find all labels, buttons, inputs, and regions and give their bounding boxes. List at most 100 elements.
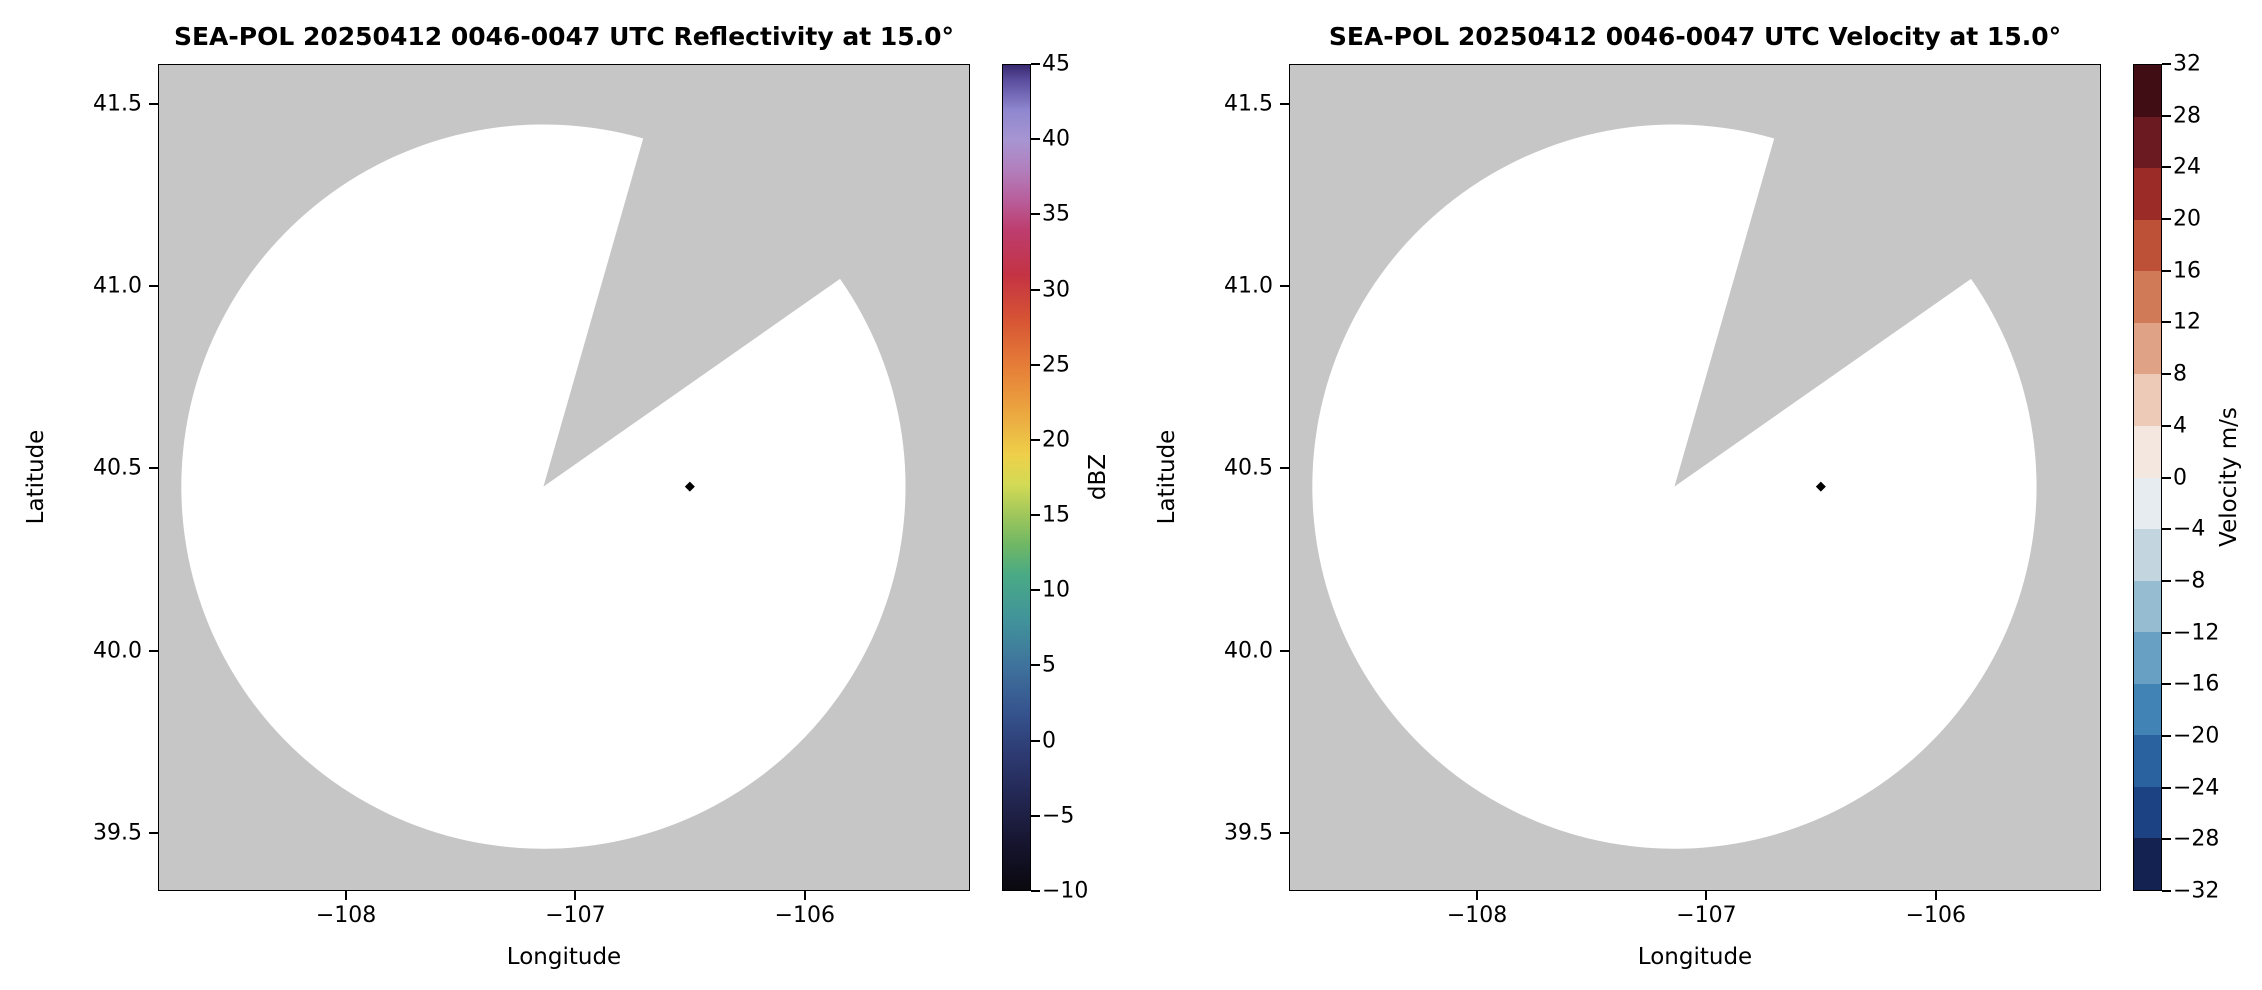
colorbar-segment bbox=[2134, 322, 2161, 375]
y-tick-label: 40.0 bbox=[93, 638, 142, 664]
colorbar-tick-label: 20 bbox=[2173, 206, 2201, 232]
colorbar-segment bbox=[2134, 425, 2161, 478]
colorbar-tick-label: 12 bbox=[2173, 309, 2201, 335]
colorbar-segment bbox=[2134, 838, 2161, 890]
colorbar-segment bbox=[2134, 529, 2161, 581]
colorbar-tick-label: 15 bbox=[1042, 502, 1070, 528]
colorbar-tick-mark bbox=[1031, 438, 1040, 441]
scan-coverage-area bbox=[181, 124, 906, 849]
x-tick-mark bbox=[345, 891, 348, 900]
x-tick-label: −107 bbox=[1676, 903, 1737, 928]
plot-title: SEA-POL 20250412 0046-0047 UTC Reflectiv… bbox=[173, 22, 955, 51]
colorbar-tick-mark bbox=[2162, 631, 2171, 634]
plot-title: SEA-POL 20250412 0046-0047 UTC Velocity … bbox=[1328, 22, 2062, 51]
y-tick-mark bbox=[1280, 285, 1289, 288]
velocity-panel: SEA-POL 20250412 0046-0047 UTC Velocity … bbox=[1131, 0, 2262, 990]
x-tick-label: −106 bbox=[774, 903, 836, 928]
y-tick-label: 40.5 bbox=[1224, 455, 1273, 481]
colorbar-tick-mark bbox=[1031, 664, 1040, 667]
colorbar-tick-mark bbox=[2162, 218, 2171, 221]
colorbar-tick-mark bbox=[2162, 166, 2171, 169]
colorbar-label: dBZ bbox=[1085, 453, 1111, 501]
colorbar-tick-mark bbox=[2162, 63, 2171, 65]
colorbar-tick-mark bbox=[2162, 838, 2171, 841]
x-tick-label: −106 bbox=[1905, 903, 1967, 928]
colorbar-tick-mark bbox=[2162, 114, 2171, 117]
y-tick-mark bbox=[149, 649, 158, 652]
colorbar-tick-label: −12 bbox=[2173, 620, 2220, 646]
colorbar-tick-label: 10 bbox=[1042, 577, 1070, 603]
colorbar-segment bbox=[2134, 65, 2161, 117]
x-tick-mark bbox=[1934, 891, 1937, 900]
colorbar-tick-mark bbox=[2162, 424, 2171, 427]
x-axis-label: Longitude bbox=[1637, 944, 1753, 970]
colorbar-segment bbox=[2134, 786, 2161, 839]
colorbar-segment bbox=[2134, 116, 2161, 169]
colorbar-tick-mark bbox=[2162, 786, 2171, 789]
colorbar-segment bbox=[2134, 477, 2161, 530]
colorbar-tick-mark bbox=[1031, 213, 1040, 216]
colorbar-tick-mark bbox=[2162, 734, 2171, 737]
colorbar-tick-mark bbox=[2162, 321, 2171, 324]
colorbar-segment bbox=[2134, 683, 2161, 736]
colorbar-tick-label: 8 bbox=[2173, 361, 2187, 387]
colorbar-segment bbox=[2134, 632, 2161, 684]
colorbar-tick-mark bbox=[1031, 589, 1040, 592]
colorbar-tick-mark bbox=[1031, 814, 1040, 817]
colorbar-tick-label: 45 bbox=[1042, 51, 1070, 77]
colorbar-tick-label: −4 bbox=[2173, 516, 2206, 542]
plot-area bbox=[1289, 64, 2101, 891]
y-tick-label: 41.0 bbox=[1224, 273, 1273, 299]
colorbar-tick-label: 24 bbox=[2173, 154, 2201, 180]
colorbar-segment bbox=[2134, 219, 2161, 272]
colorbar-tick-mark bbox=[2162, 373, 2171, 376]
colorbar-segment bbox=[2134, 735, 2161, 787]
y-tick-mark bbox=[1280, 467, 1289, 470]
y-axis-label: Latitude bbox=[1154, 429, 1180, 525]
plot-area bbox=[158, 64, 970, 891]
scan-coverage-area bbox=[1312, 124, 2037, 849]
colorbar-tick-label: 5 bbox=[1042, 652, 1056, 678]
x-axis-label: Longitude bbox=[506, 944, 622, 970]
colorbar-segment bbox=[2134, 271, 2161, 323]
y-tick-label: 39.5 bbox=[93, 820, 142, 846]
colorbar-tick-label: −16 bbox=[2173, 671, 2220, 697]
reflectivity-panel: SEA-POL 20250412 0046-0047 UTC Reflectiv… bbox=[23, 22, 1111, 970]
colorbar-tick-mark bbox=[1031, 288, 1040, 291]
colorbar bbox=[2133, 64, 2162, 891]
x-tick-mark bbox=[574, 891, 577, 900]
y-tick-mark bbox=[149, 467, 158, 470]
x-tick-mark bbox=[1476, 891, 1479, 900]
colorbar-tick-mark bbox=[1031, 514, 1040, 517]
y-tick-mark bbox=[149, 831, 158, 834]
colorbar-tick-mark bbox=[1031, 138, 1040, 141]
colorbar-tick-mark bbox=[2162, 890, 2171, 892]
colorbar-tick-label: −24 bbox=[2173, 775, 2220, 801]
colorbar-tick-mark bbox=[1031, 890, 1040, 892]
colorbar-tick-label: 0 bbox=[2173, 465, 2187, 490]
y-tick-label: 41.5 bbox=[93, 91, 142, 117]
colorbar-tick-label: 40 bbox=[1042, 126, 1070, 152]
y-tick-label: 41.0 bbox=[93, 273, 142, 299]
colorbar-tick-label: 20 bbox=[1042, 427, 1070, 453]
colorbar-tick-mark bbox=[1031, 363, 1040, 366]
colorbar-tick-label: −28 bbox=[2173, 826, 2220, 852]
colorbar-tick-label: 35 bbox=[1042, 201, 1070, 227]
x-tick-label: −108 bbox=[315, 903, 377, 928]
y-tick-label: 41.5 bbox=[1224, 91, 1273, 117]
colorbar-tick-mark bbox=[2162, 528, 2171, 531]
colorbar-tick-mark bbox=[2162, 579, 2171, 582]
y-tick-label: 40.5 bbox=[93, 455, 142, 481]
y-axis-label: Latitude bbox=[23, 429, 49, 525]
colorbar-tick-label: 0 bbox=[1042, 728, 1056, 754]
colorbar-tick-label: −10 bbox=[1042, 878, 1089, 904]
radar-ppi-svg bbox=[159, 65, 969, 890]
x-tick-label: −108 bbox=[1446, 903, 1508, 928]
colorbar-tick-label: 25 bbox=[1042, 352, 1070, 378]
colorbar-tick-label: −32 bbox=[2173, 878, 2220, 904]
y-tick-mark bbox=[149, 103, 158, 106]
colorbar-tick-mark bbox=[2162, 476, 2171, 479]
y-tick-mark bbox=[1280, 649, 1289, 652]
y-tick-label: 39.5 bbox=[1224, 820, 1273, 846]
